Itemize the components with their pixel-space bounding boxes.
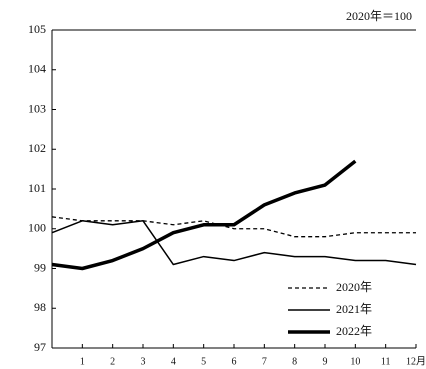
x-tick-label: 3 <box>141 356 146 367</box>
x-tick-label: 2 <box>110 356 115 367</box>
legend-label: 2021年 <box>336 302 372 316</box>
data-line <box>51 216 416 238</box>
y-tick-label: 105 <box>28 22 46 36</box>
y-tick-label: 101 <box>28 181 46 195</box>
x-tick-label: 1 <box>80 356 85 367</box>
x-tick-label: 4 <box>171 356 176 367</box>
x-tick-label: 10 <box>350 356 360 367</box>
data-line <box>51 220 417 266</box>
legend-label: 2020年 <box>336 280 372 294</box>
annotation: 2020年＝100 <box>346 9 412 23</box>
x-tick-label: 7 <box>262 356 267 367</box>
x-tick-label: 5 <box>201 356 206 367</box>
y-tick-label: 103 <box>28 101 46 115</box>
y-tick-label: 99 <box>34 260 46 274</box>
y-tick-label: 97 <box>34 340 46 354</box>
x-tick-label: 12月 <box>406 355 426 367</box>
legend-label: 2022年 <box>336 324 372 338</box>
x-tick-label: 9 <box>323 356 328 367</box>
x-tick-label: 11 <box>381 356 391 367</box>
y-tick-label: 98 <box>34 300 46 314</box>
y-tick-label: 104 <box>28 62 46 76</box>
y-tick-label: 100 <box>28 221 46 235</box>
data-line <box>51 159 357 271</box>
y-tick-label: 102 <box>28 141 46 155</box>
x-tick-label: 8 <box>292 356 297 367</box>
x-tick-label: 6 <box>232 356 237 367</box>
